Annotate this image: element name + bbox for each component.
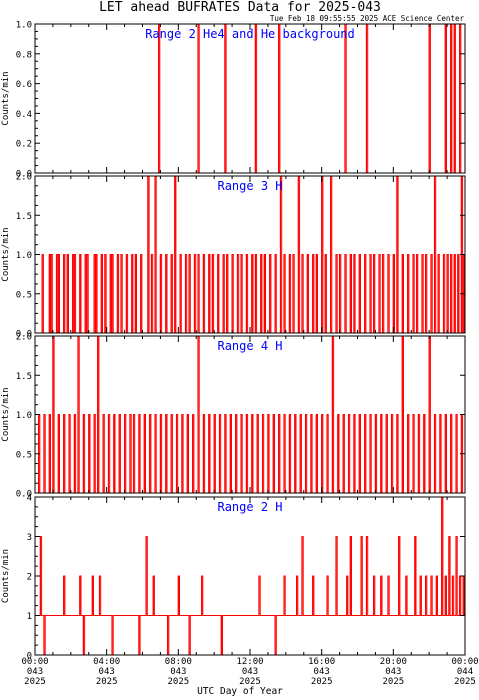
y-tick-label: 0.0 [16,170,32,180]
panel-title: Range 4 H [217,339,282,353]
panels-group: 0.0 0.2 0.4 0.6 0.8 1.0 Counts/min Range 2 He4 … [1,21,466,662]
x-tick-label: 2025 [239,677,261,687]
x-tick-label: 043 [314,667,330,677]
y-tick-label: 1 [27,612,32,622]
y-tick-label: 2 [27,573,32,583]
x-tick-label: 16:00 [308,657,335,667]
x-tick-label: 2025 [96,677,118,687]
panel-1: 0.0 0.2 0.4 0.6 0.8 1.0 Counts/min Range 2 He4 … [1,21,466,180]
panel-3: 0.0 0.5 1.0 1.5 2.0 Counts/min Range 4 H [1,333,466,500]
y-tick-label: 0.0 [16,330,32,340]
y-axis-label: Counts/min [1,71,11,125]
series-line-panel-2 [35,175,465,334]
y-tick-label: 0.8 [16,50,32,60]
y-tick-label: 0.2 [16,140,32,150]
x-tick-label: 00:00 [21,657,48,667]
x-tick-label: 20:00 [380,657,407,667]
y-tick-label: 0.6 [16,80,32,90]
x-tick-label: 043 [385,667,401,677]
y-tick-label: 0 [27,652,32,662]
y-tick-label: 0.5 [16,450,32,460]
y-tick-label: 1.0 [16,411,32,421]
panel-frame-2 [34,175,466,334]
series-line-panel-3 [35,335,465,494]
x-tick-label: 2025 [454,677,476,687]
y-tick-label: 1.0 [16,21,32,31]
y-tick-label: 2.0 [16,333,32,343]
y-tick-label: 0.4 [16,110,32,120]
x-axis-label: UTC Day of Year [197,686,283,697]
y-tick-label: 2.0 [16,173,32,183]
x-tick-label: 04:00 [93,657,120,667]
x-tick-label: 043 [99,667,115,677]
y-tick-label: 4 [27,494,32,504]
x-tick-label: 043 [27,667,43,677]
panel-title: Range 3 H [217,179,282,193]
panel-2: 0.0 0.5 1.0 1.5 2.0 Counts/min Range 3 H [1,173,466,340]
panel-title: Range 2 He4 and He background [145,27,355,41]
x-tick-label: 00:00 [451,657,478,667]
chart-title: LET ahead BUFRATES Data for 2025-043 [99,0,381,15]
x-tick-label: 2025 [382,677,404,687]
y-tick-label: 1.0 [16,251,32,261]
timestamp-label: Tue Feb 18 09:55:55 2025 ACE Science Cen… [270,14,465,23]
x-tick-label: 044 [457,667,473,677]
y-axis-label: Counts/min [1,549,11,603]
x-tick-labels: 00:00043202504:00043202508:00043202512:0… [21,657,478,687]
series-line-panel-1 [35,23,465,174]
panel-frame-1 [34,23,466,174]
x-tick-label: 12:00 [236,657,263,667]
panel-title: Range 2 H [217,500,282,514]
y-axis-label: Counts/min [1,387,11,441]
y-tick-label: 3 [27,533,32,543]
y-tick-label: 1.5 [16,212,32,222]
y-tick-label: 1.5 [16,372,32,382]
panel-4: 0 1 2 3 4 Counts/min Range 2 H [1,494,466,662]
y-tick-label: 0.0 [16,490,32,500]
x-tick-label: 043 [170,667,186,677]
y-tick-label: 0.5 [16,290,32,300]
x-tick-label: 2025 [24,677,46,687]
panel-frame-3 [34,335,466,494]
x-tick-label: 2025 [311,677,333,687]
x-tick-label: 043 [242,667,258,677]
x-tick-label: 2025 [167,677,189,687]
x-tick-label: 08:00 [165,657,192,667]
y-axis-label: Counts/min [1,227,11,281]
